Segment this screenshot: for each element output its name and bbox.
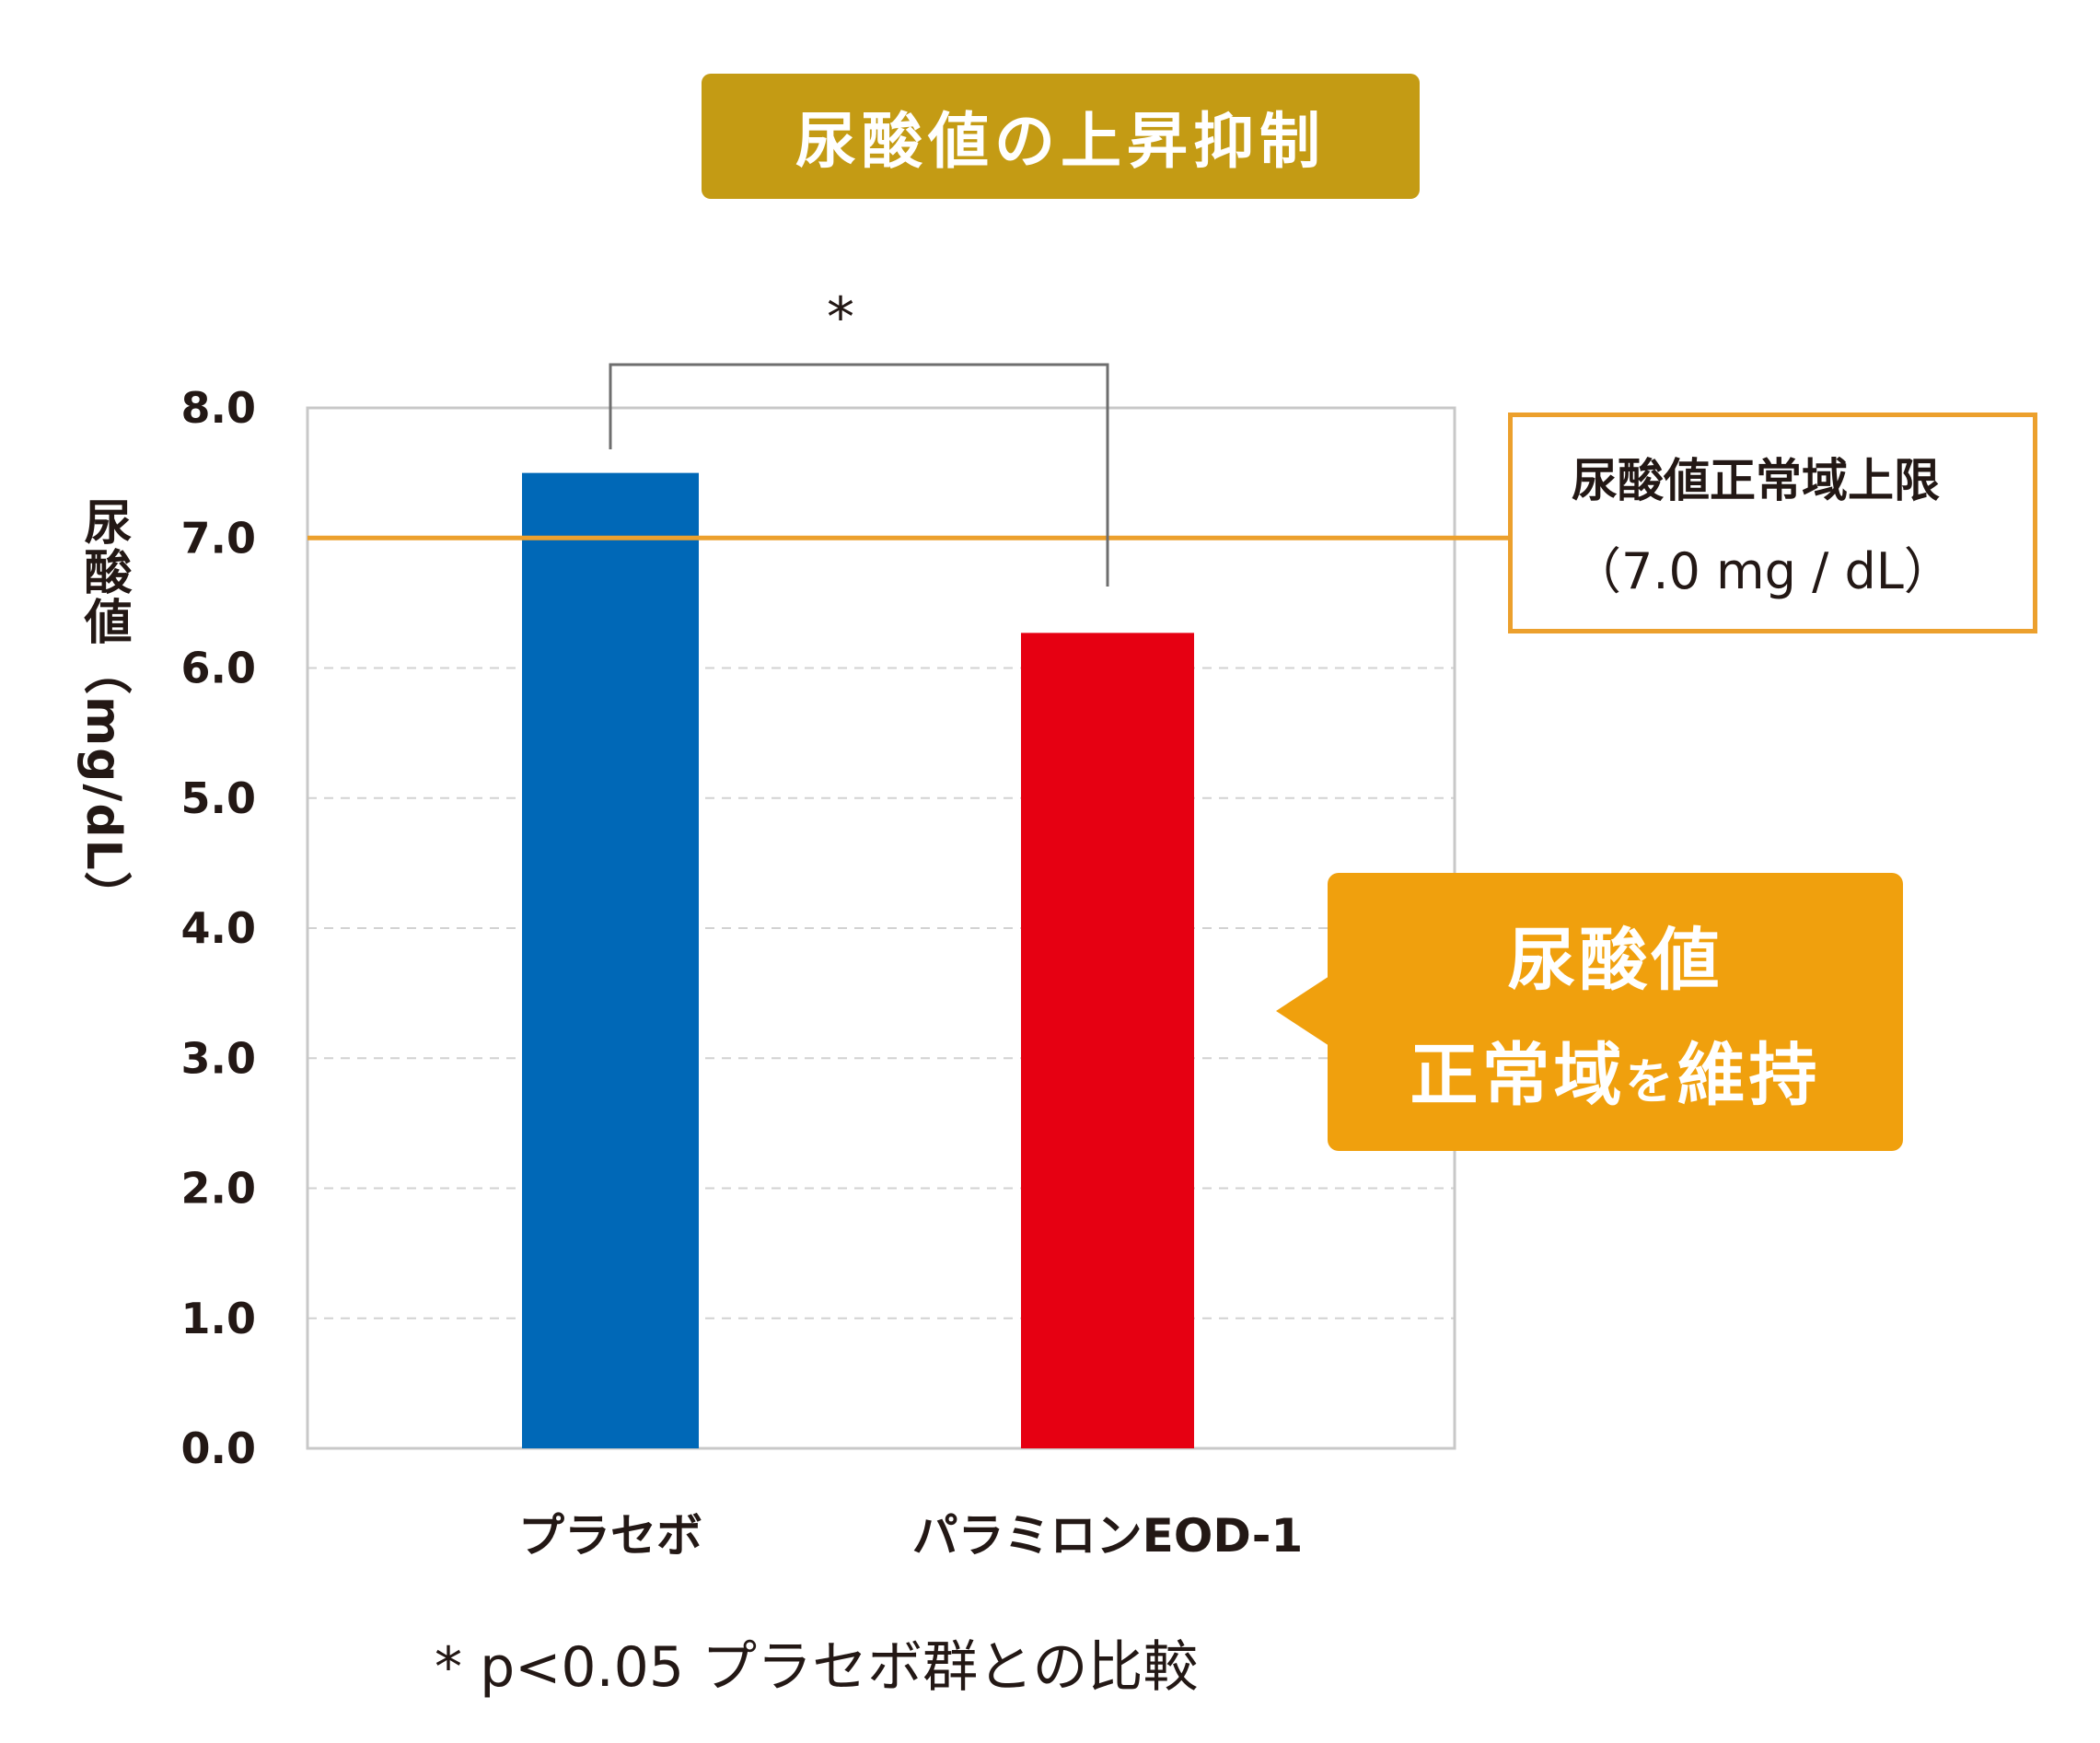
- y-tick-label: 2.0: [181, 1164, 257, 1214]
- callout-line2: 正常域を維持: [1410, 1020, 1820, 1119]
- callout-line1: 尿酸値: [1507, 921, 1723, 1000]
- significance-marker: *: [827, 285, 854, 350]
- y-tick-label: 7.0: [181, 513, 257, 563]
- reference-line-label: 尿酸値正常域上限: [1572, 453, 1940, 507]
- y-tick-label: 8.0: [181, 383, 257, 433]
- bar-1: [522, 472, 699, 1448]
- reference-line-value: （7.0 mg / dL）: [1572, 541, 1954, 600]
- y-tick-label: 4.0: [181, 903, 257, 953]
- x-tick-label: パラミロンEOD-1: [912, 1509, 1304, 1563]
- y-tick-label: 3.0: [181, 1033, 257, 1083]
- significance-bracket: [609, 363, 1109, 587]
- chart-title: 尿酸値の上昇抑制: [795, 106, 1326, 177]
- y-axis-label: 尿酸値（mg/dL）: [75, 497, 131, 922]
- bar-2: [1021, 633, 1194, 1448]
- chart-title-box: 尿酸値の上昇抑制: [702, 74, 1420, 199]
- callout-line2-main: 正常域: [1410, 1036, 1626, 1115]
- callout-line2-end: 維持: [1677, 1036, 1821, 1115]
- callout-bubble: 尿酸値 正常域を維持: [1276, 873, 1903, 1151]
- y-tick-label: 5.0: [181, 773, 257, 823]
- y-tick-label: 0.0: [181, 1423, 257, 1473]
- callout-line2-small: を: [1625, 1055, 1677, 1110]
- y-tick-label: 1.0: [181, 1294, 257, 1343]
- y-tick-label: 6.0: [181, 644, 257, 693]
- x-tick-label: プラセボ: [518, 1509, 702, 1563]
- footnote: * p<0.05 プラセボ群との比較: [435, 1635, 1199, 1700]
- reference-line-label-box: 尿酸値正常域上限 （7.0 mg / dL）: [1508, 413, 2037, 633]
